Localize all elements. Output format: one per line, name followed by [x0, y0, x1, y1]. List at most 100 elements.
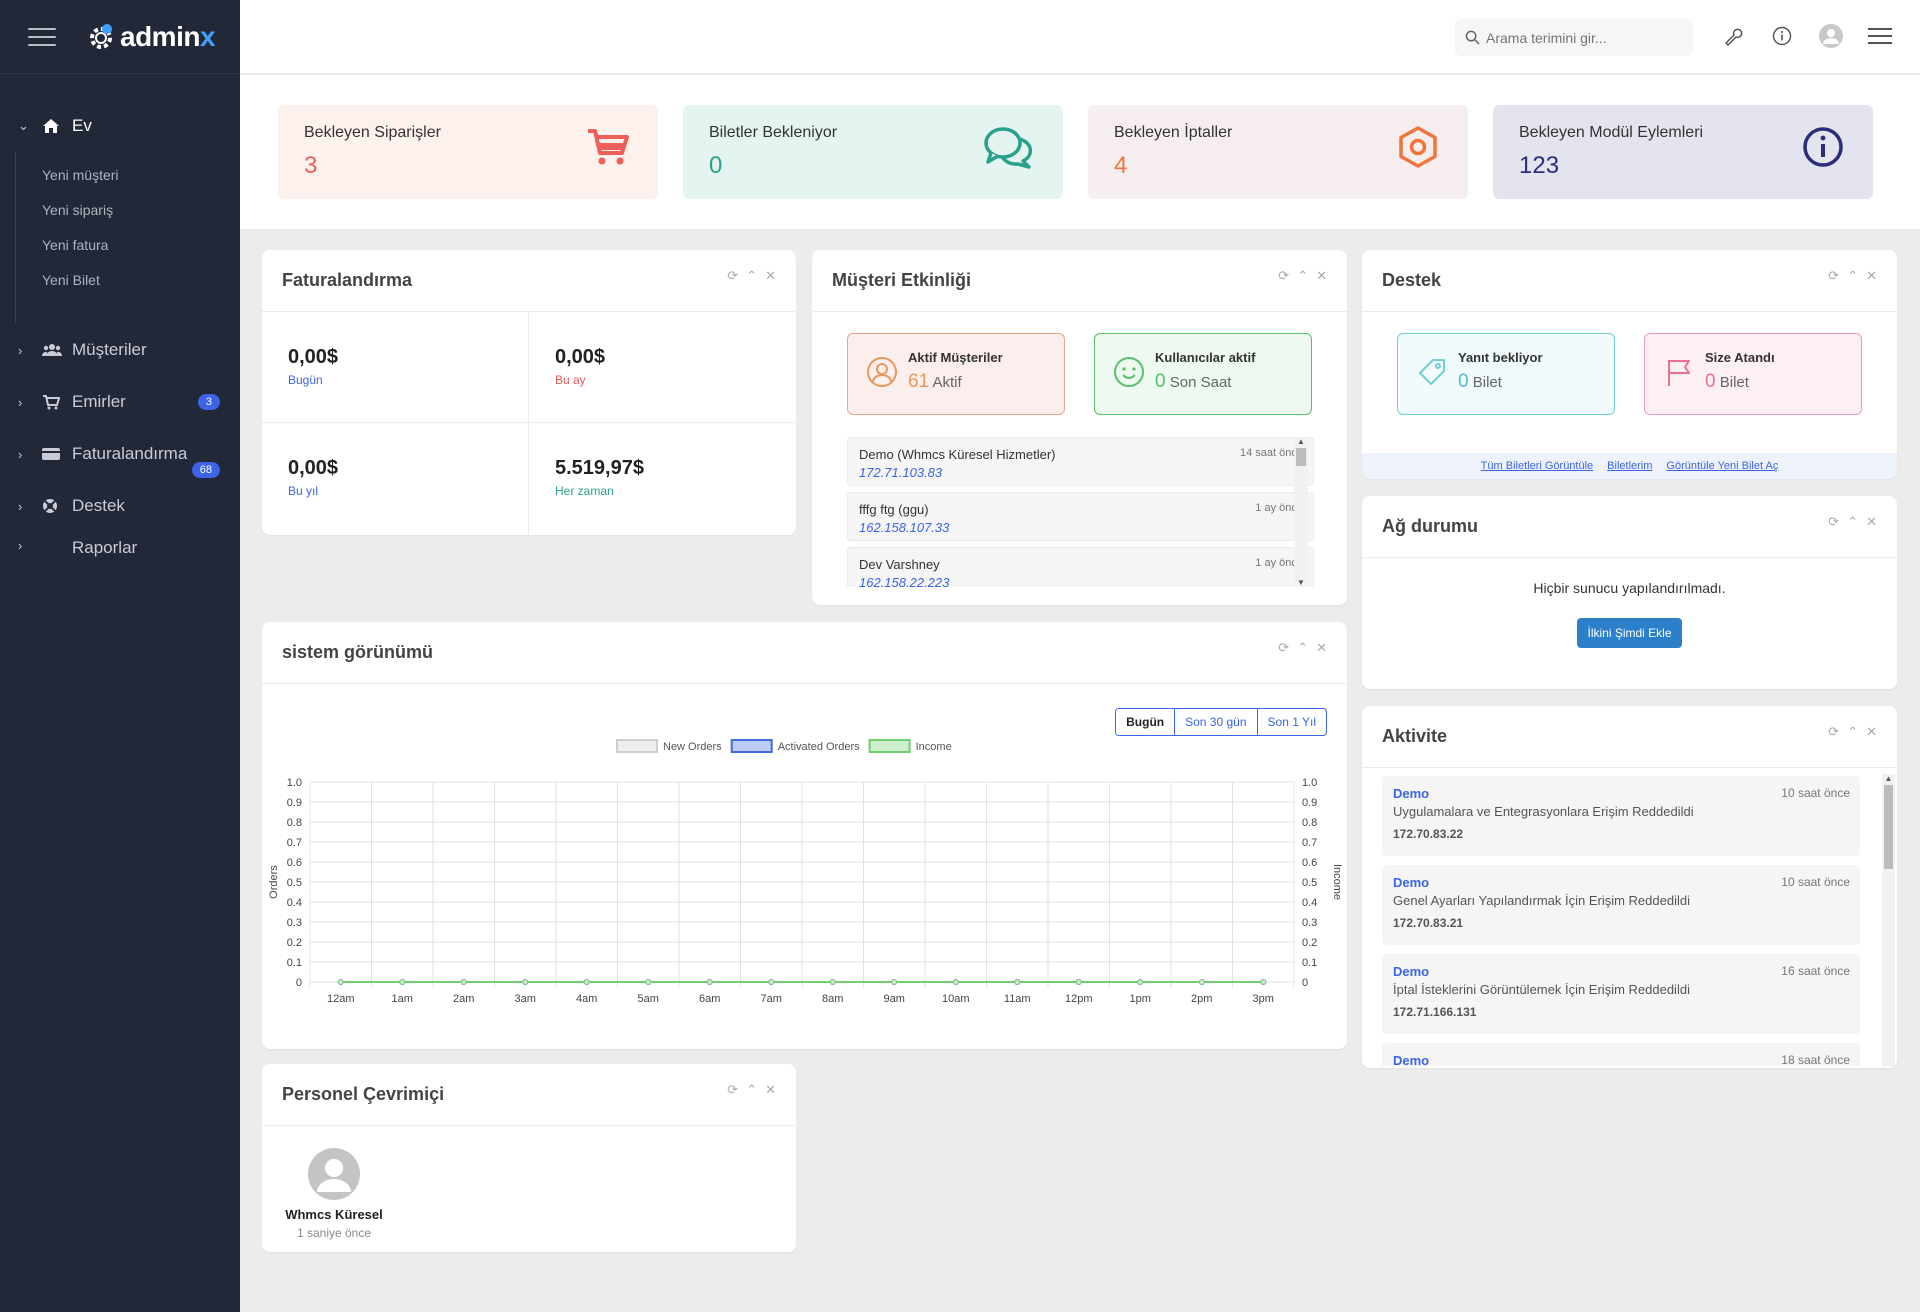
sidebar-subitem-new-ticket[interactable]: Yeni Bilet [42, 272, 100, 288]
refresh-icon[interactable]: ⟳ [727, 1081, 739, 1097]
assigned-to-you-value: 0 [1705, 371, 1716, 392]
logo[interactable]: adminx [86, 21, 216, 53]
activity-user[interactable]: Demo [1393, 1053, 1430, 1066]
refresh-icon[interactable]: ⟳ [1828, 513, 1840, 529]
card-title: Faturalandırma [282, 270, 413, 290]
link-my-tickets[interactable]: Biletlerim [1607, 460, 1653, 472]
card-header: sistem görünümü ⟳ ⌃ ✕ [262, 622, 1347, 684]
customer-ip: 162.158.107.33 [859, 520, 950, 535]
range-30-days[interactable]: Son 30 gün [1174, 709, 1256, 735]
activity-description: Uygulamalara ve Entegrasyonlara Erişim R… [1393, 804, 1694, 819]
range-1-year[interactable]: Son 1 Yıl [1256, 709, 1326, 735]
menu-toggle-icon[interactable] [28, 27, 56, 46]
scroll-up-icon[interactable]: ▲ [1297, 437, 1305, 446]
link-open-new-ticket[interactable]: Görüntüle Yeni Bilet Aç [1666, 460, 1779, 472]
wrench-icon[interactable] [1721, 24, 1745, 48]
sidebar-nav: ⌄ Ev Yeni müşteri Yeni sipariş Yeni fatu… [0, 74, 240, 594]
sidebar-subitem-new-customer[interactable]: Yeni müşteri [42, 167, 119, 183]
awaiting-reply-box[interactable]: Yanıt bekliyor 0 Bilet [1397, 333, 1615, 415]
close-icon[interactable]: ✕ [1866, 723, 1877, 739]
sidebar-item-home[interactable]: ⌄ Ev [0, 100, 240, 152]
sidebar-item-billing[interactable]: › Faturalandırma 68 [0, 428, 240, 480]
activity-user[interactable]: Demo [1393, 964, 1430, 979]
refresh-icon[interactable]: ⟳ [1278, 639, 1290, 655]
range-today[interactable]: Bugün [1116, 709, 1175, 735]
list-item[interactable]: Dev Varshney 162.158.22.223 1 ay önce [847, 547, 1314, 587]
activity-user[interactable]: Demo [1393, 786, 1430, 801]
collapse-icon[interactable]: ⌃ [1847, 723, 1859, 739]
scroll-down-icon[interactable]: ▼ [1297, 578, 1305, 587]
refresh-icon[interactable]: ⟳ [1278, 267, 1290, 283]
collapse-icon[interactable]: ⌃ [746, 1081, 758, 1097]
scrollbar[interactable]: ▲ [1882, 774, 1895, 1066]
close-icon[interactable]: ✕ [1866, 513, 1877, 529]
sidebar-item-reports[interactable]: › Raporlar [0, 538, 240, 558]
avatar[interactable] [1819, 24, 1843, 48]
menu-icon[interactable] [1868, 24, 1892, 48]
home-icon [42, 118, 64, 134]
close-icon[interactable]: ✕ [1316, 639, 1327, 655]
sidebar-item-customers[interactable]: › Müşteriler [0, 324, 240, 376]
list-item[interactable]: Demo 18 saat önce [1382, 1043, 1860, 1066]
list-item[interactable]: fffg ftg (ggu) 162.158.107.33 1 ay önce [847, 492, 1314, 541]
lifebuoy-icon [42, 498, 64, 514]
timestamp: 16 saat önce [1781, 964, 1850, 978]
scroll-thumb[interactable] [1884, 785, 1893, 869]
customer-name: Dev Varshney [859, 557, 940, 572]
collapse-icon[interactable]: ⌃ [1297, 639, 1309, 655]
card-controls: ⟳ ⌃ ✕ [1828, 268, 1877, 284]
x-tick-label: 1am [392, 993, 413, 1005]
collapse-icon[interactable]: ⌃ [746, 267, 758, 283]
active-users-box[interactable]: Kullanıcılar aktif 0 Son Saat [1094, 333, 1312, 415]
close-icon[interactable]: ✕ [765, 267, 776, 283]
close-icon[interactable]: ✕ [1866, 267, 1877, 283]
legend-label: Activated Orders [778, 741, 860, 753]
stat-tickets-waiting[interactable]: Biletler Bekleniyor 0 [683, 105, 1063, 199]
sidebar-subitem-new-order[interactable]: Yeni sipariş [42, 202, 114, 218]
staff-member[interactable]: Whmcs Küresel 1 saniye önce [282, 1148, 386, 1240]
list-item[interactable]: Demo Genel Ayarları Yapılandırmak İçin Er… [1382, 865, 1860, 945]
link-all-tickets[interactable]: Tüm Biletleri Görüntüle [1480, 460, 1594, 472]
active-customers-value: 61 [908, 371, 930, 392]
gear-logo-icon [90, 23, 112, 49]
collapse-icon[interactable]: ⌃ [1847, 267, 1859, 283]
search-input[interactable] [1486, 29, 1686, 46]
close-icon[interactable]: ✕ [1316, 267, 1327, 283]
refresh-icon[interactable]: ⟳ [727, 267, 739, 283]
activity-user[interactable]: Demo [1393, 875, 1430, 890]
list-item[interactable]: Demo (Whmcs Küresel Hizmetler) 172.71.103… [847, 437, 1314, 486]
data-point [522, 979, 529, 985]
x-tick-label: 3am [515, 993, 536, 1005]
y-axis-title: Orders [268, 865, 280, 899]
stat-value: 4 [1114, 152, 1128, 179]
assigned-to-you-box[interactable]: Size Atandı 0 Bilet [1644, 333, 1862, 415]
customer-ip: 172.71.103.83 [859, 465, 943, 480]
sidebar-item-orders[interactable]: › Emirler 3 [0, 376, 240, 428]
scrollbar[interactable]: ▲ ▼ [1294, 437, 1308, 587]
stat-pending-module-actions[interactable]: Bekleyen Modül Eylemleri 123 [1493, 105, 1873, 199]
list-item[interactable]: Demo İptal İsteklerini Görüntülemek İçin … [1382, 954, 1860, 1034]
stat-label: Biletler Bekleniyor [709, 124, 838, 141]
sidebar-item-support[interactable]: › Destek [0, 480, 240, 532]
close-icon[interactable]: ✕ [765, 1081, 776, 1097]
search-box[interactable] [1455, 19, 1693, 56]
refresh-icon[interactable]: ⟳ [1828, 267, 1840, 283]
y2-tick-label: 0.4 [1302, 897, 1317, 909]
collapse-icon[interactable]: ⌃ [1297, 267, 1309, 283]
y-tick-label: 0.6 [287, 857, 302, 869]
network-status-card: Ağ durumu ⟳ ⌃ ✕ Hiçbir sunucu yapılandırıl… [1362, 496, 1897, 689]
stat-pending-cancellations[interactable]: Bekleyen İptaller 4 [1088, 105, 1468, 199]
stat-pending-orders[interactable]: Bekleyen Siparişler 3 [278, 105, 658, 199]
card-controls: ⟳ ⌃ ✕ [1828, 724, 1877, 740]
refresh-icon[interactable]: ⟳ [1828, 723, 1840, 739]
scroll-thumb[interactable] [1296, 448, 1306, 466]
list-item[interactable]: Demo Uygulamalara ve Entegrasyonlara Eriş… [1382, 776, 1860, 856]
sidebar-subitem-new-invoice[interactable]: Yeni fatura [42, 237, 109, 253]
collapse-icon[interactable]: ⌃ [1847, 513, 1859, 529]
y2-tick-label: 0.3 [1302, 917, 1317, 929]
ticket-links: Tüm Biletleri Görüntüle Biletlerim Görün… [1362, 453, 1897, 479]
info-icon[interactable] [1770, 24, 1794, 48]
scroll-up-icon[interactable]: ▲ [1884, 774, 1893, 783]
add-first-server-button[interactable]: İlkini Şimdi Ekle [1577, 618, 1682, 648]
active-customers-box[interactable]: Aktif Müşteriler 61 Aktif [847, 333, 1065, 415]
